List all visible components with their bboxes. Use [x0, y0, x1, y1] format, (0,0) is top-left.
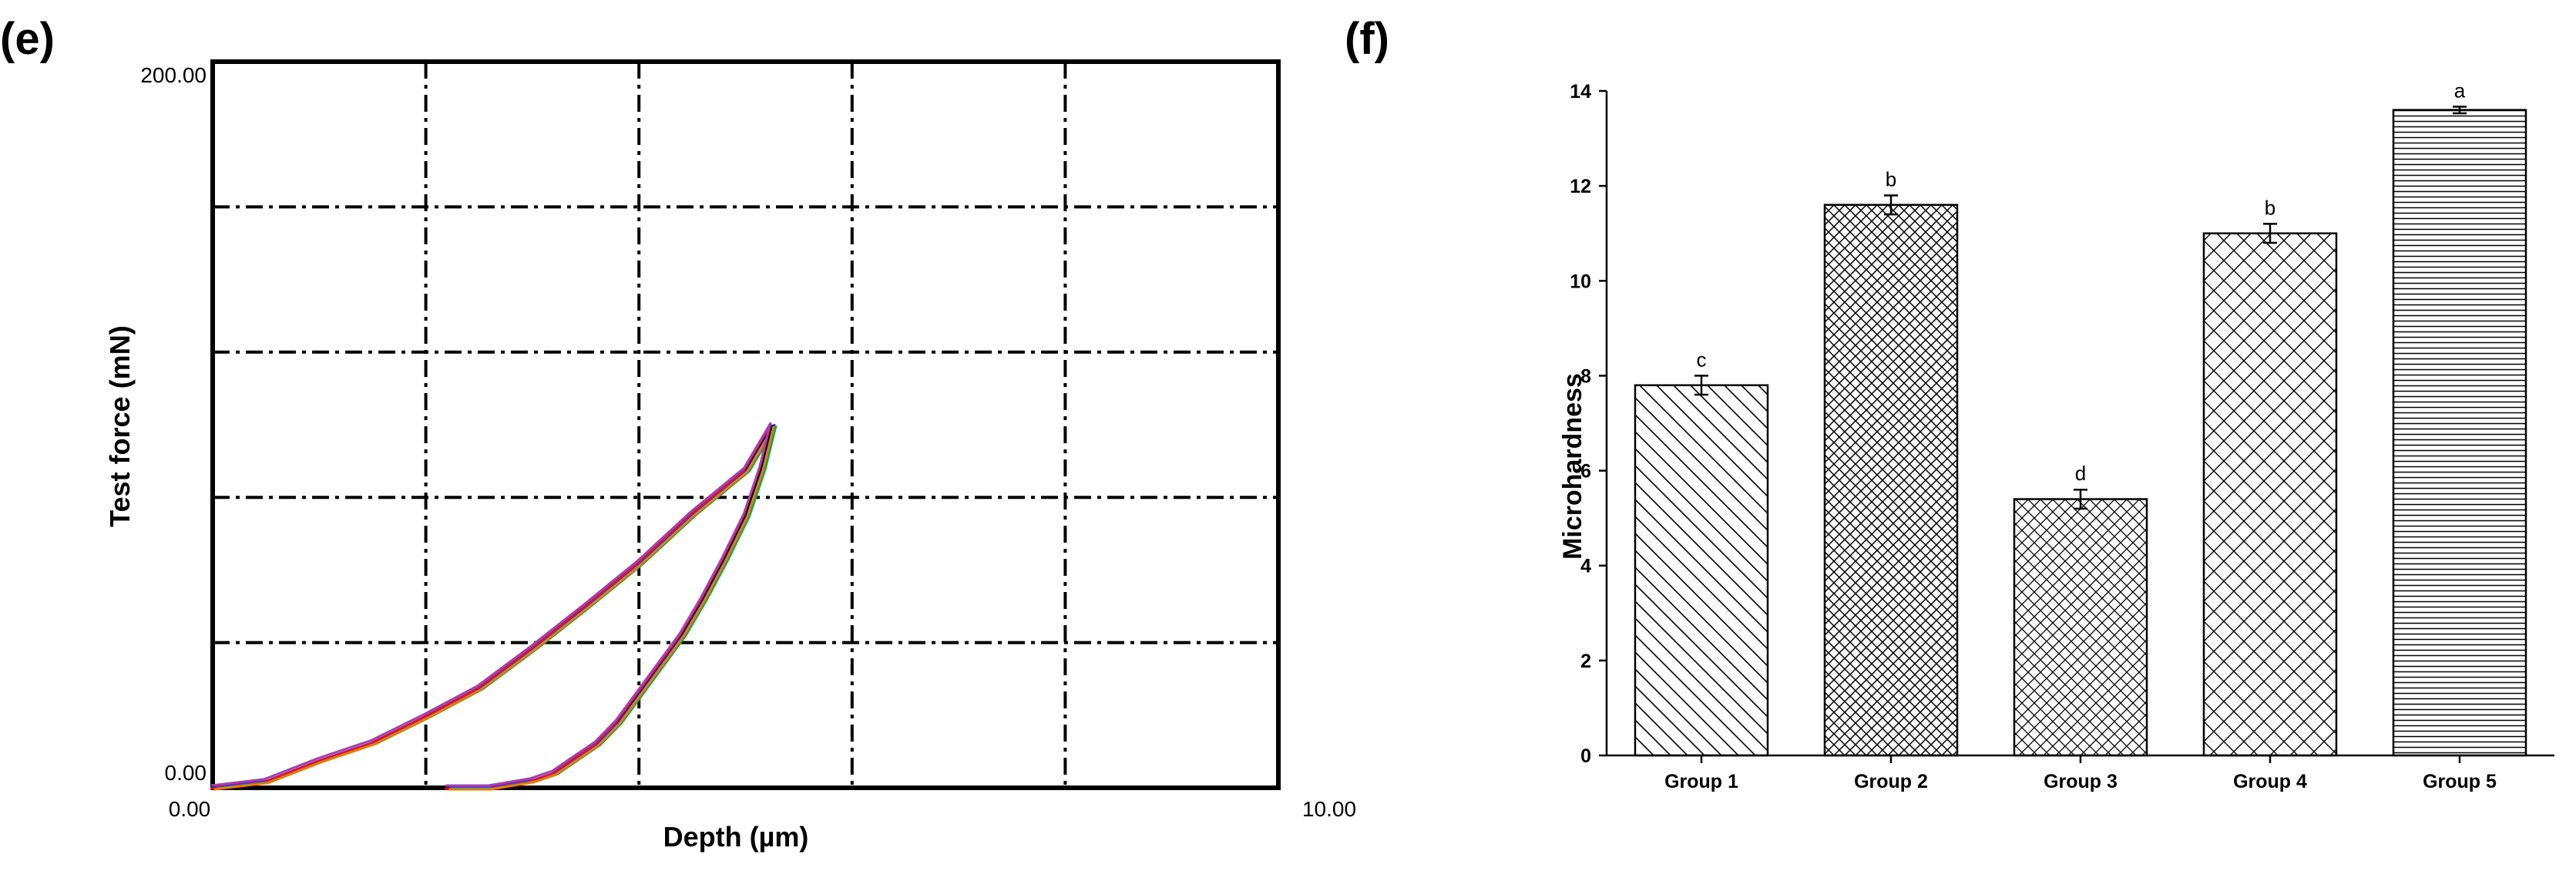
panel-e-x-axis-title: Depth (µm): [663, 821, 809, 853]
panel-f-bars: c b d b a: [1634, 79, 2527, 757]
panel-f-bar: [1823, 204, 1959, 757]
panel-f-significance-letter: b: [2265, 196, 2275, 219]
panel-e-curves: [210, 422, 778, 791]
panel-f-category-label: Group 5: [2423, 771, 2497, 792]
panel-f-category-label: Group 1: [1664, 771, 1738, 792]
panel-e-loading-curve-4: [216, 425, 778, 790]
panel-f-bar: [2392, 109, 2527, 757]
panel-e-y-min-label: 0.00: [165, 761, 207, 785]
panel-e-loading-curve-1: [212, 424, 774, 789]
panel-e-x-min-label: 0.00: [169, 797, 211, 821]
panel-f-significance-letter: c: [1697, 348, 1707, 371]
panel-f-bar: [2202, 232, 2338, 757]
panel-e-x-max-label: 10.00: [1302, 797, 1356, 821]
panel-f-y-tick-label: 10: [1570, 271, 1591, 292]
panel-f-label: (f): [1345, 14, 1389, 64]
panel-f-significance-letter: b: [1886, 167, 1896, 190]
panel-f-axes: 0 2 4 6 8 10 12 14 Group 1 Group 2 Group 3 Group 4 G…: [1570, 81, 2554, 792]
panel-e-loading-curve-6: [213, 426, 775, 791]
panel-f-y-axis-title: Microhardness: [1558, 373, 1587, 560]
panel-f-y-tick-label: 12: [1570, 176, 1591, 197]
panel-f-y-tick-label: 2: [1580, 651, 1591, 672]
panel-e-y-max-label: 200.00: [140, 63, 207, 87]
panel-f-category-label: Group 4: [2233, 771, 2307, 792]
panel-e-label: (e): [0, 14, 55, 64]
panel-f-category-label: Group 2: [1854, 771, 1928, 792]
panel-f-bar: [1634, 384, 1769, 757]
panel-f-significance-letter: d: [2075, 462, 2086, 485]
panel-e-gridlines: [213, 62, 1278, 788]
panel-e-unloading-curve-6: [448, 426, 775, 791]
panel-f-significance-letter: a: [2454, 79, 2466, 102]
panel-e-loading-curve-5: [210, 422, 772, 787]
panel-e-chart: (e) 200.00 0.00 0.00 10.00 Test force (m…: [0, 14, 1356, 853]
panel-f-y-tick-label: 0: [1580, 745, 1591, 767]
panel-f-chart: (f) c b d b a 0 2 4 6 8 10 12 14 Group 1 Group 2 Group…: [1345, 14, 2554, 792]
panel-f-y-tick-label: 6: [1580, 461, 1591, 483]
panel-e-unloading-curve-4: [451, 425, 778, 790]
panel-f-y-tick-label: 8: [1580, 365, 1591, 387]
panel-e-plot-frame: [210, 59, 1281, 790]
panel-f-y-tick-label: 14: [1570, 81, 1591, 103]
panel-e-loading-curve-2: [214, 423, 776, 789]
panel-f-category-label: Group 3: [2044, 771, 2118, 792]
panel-f-y-tick-label: 4: [1580, 556, 1591, 577]
panel-e-unloading-curve-5: [445, 422, 772, 787]
panel-e-y-axis-title: Test force (mN): [104, 325, 136, 526]
panel-f-bar: [2013, 498, 2148, 757]
panel-e-loading-curve-3: [210, 425, 771, 790]
